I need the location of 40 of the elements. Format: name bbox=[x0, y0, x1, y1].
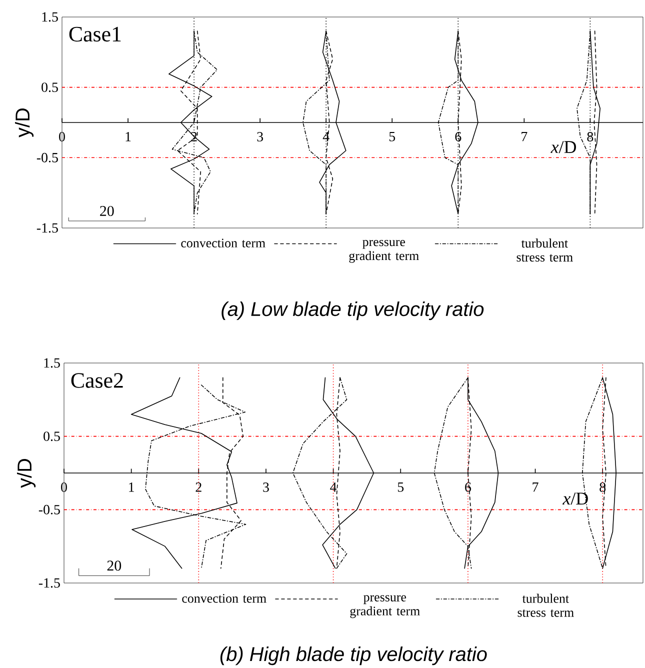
annotation: 20 bbox=[100, 206, 114, 216]
x-tick-label: 1 bbox=[129, 482, 134, 492]
x-axis-title: x/D bbox=[562, 492, 588, 505]
legend-label: pressure gradient term bbox=[350, 595, 420, 618]
y-tick-label: -0.5 bbox=[36, 152, 58, 162]
y-tick-label: 1.5 bbox=[42, 12, 58, 22]
x-tick-label: 6 bbox=[455, 132, 462, 142]
y-tick-label: -1.5 bbox=[38, 578, 60, 588]
annotation: 20 bbox=[107, 560, 122, 571]
legend-label: convection term bbox=[181, 238, 266, 248]
x-tick-label: 8 bbox=[587, 132, 594, 142]
y-axis-title: y/D bbox=[16, 459, 36, 488]
x-tick-label: 6 bbox=[465, 482, 472, 492]
x-tick-label: 3 bbox=[257, 132, 264, 142]
x-tick-label: 5 bbox=[398, 482, 404, 492]
x-tick-label: 1 bbox=[126, 132, 131, 142]
x-axis-title: x/D bbox=[550, 141, 576, 154]
y-tick-label: -0.5 bbox=[38, 504, 60, 514]
y-tick-label: 0.5 bbox=[44, 432, 60, 442]
y-tick-label: -1.5 bbox=[36, 223, 58, 233]
x-tick-label: 0 bbox=[59, 132, 65, 142]
x-tick-label: 3 bbox=[263, 482, 269, 492]
text: (a) Low blade tip velocity ratio bbox=[222, 302, 484, 320]
x-tick-label: 4 bbox=[330, 482, 337, 492]
text: (b) High blade tip velocity ratio bbox=[220, 646, 487, 666]
legend-label: turbulent stress term bbox=[518, 594, 574, 617]
y-axis-title: y/D bbox=[14, 108, 34, 138]
x-tick-label: 8 bbox=[600, 482, 606, 492]
x-tick-label: 2 bbox=[196, 482, 202, 492]
x-tick-label: 7 bbox=[532, 482, 538, 492]
x-tick-label: 7 bbox=[522, 132, 528, 142]
annotation: Case2 bbox=[71, 373, 123, 388]
x-tick-label: 5 bbox=[389, 132, 396, 142]
legend-label: turbulent stress term bbox=[516, 238, 573, 262]
legend-label: convection term bbox=[182, 594, 266, 603]
legend-label: pressure gradient term bbox=[349, 240, 419, 263]
x-tick-label: 0 bbox=[61, 482, 67, 492]
y-tick-label: 0.5 bbox=[42, 82, 58, 92]
y-tick-label: 1.5 bbox=[44, 358, 60, 368]
annotation: Case1 bbox=[69, 26, 121, 42]
